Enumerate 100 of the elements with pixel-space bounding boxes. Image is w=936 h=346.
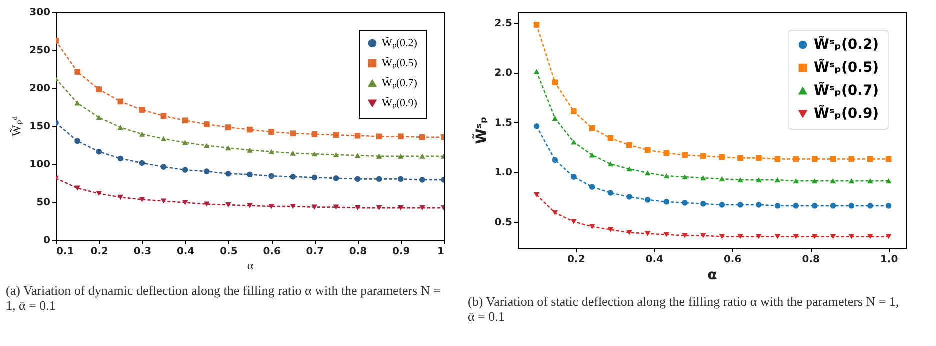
x-axis-title: α [247,258,254,272]
point [756,234,762,240]
point [268,129,274,135]
point [830,234,836,240]
point [74,186,80,191]
legend-label: W̃ₚ(0.5) [382,56,418,70]
x-tick-label: 0.9 [392,246,410,258]
point [867,178,874,184]
point [534,192,540,198]
point [312,174,318,181]
point [96,115,102,120]
y-tick-label: 200 [30,84,51,94]
y-tick-label: 1.5 [494,118,513,129]
point [420,206,426,211]
point [830,178,836,184]
point [534,123,540,130]
point [848,203,855,209]
y-tick-label: 100 [30,160,51,170]
point [700,176,706,181]
legend-label: W̃ₚ(0.9) [382,96,418,110]
point [589,152,596,158]
point [182,140,188,146]
point [867,234,874,240]
point [398,154,404,159]
point [682,233,688,238]
point [74,69,80,75]
point [812,178,818,184]
point [644,231,651,236]
point [226,146,232,151]
point [571,108,577,114]
point [247,148,253,153]
point [398,206,404,211]
point [226,170,232,177]
point [312,152,318,157]
point [160,198,167,204]
y-tick-label: 50 [36,198,51,208]
point [719,176,726,182]
point [182,167,188,173]
point [204,143,210,148]
point [608,190,614,196]
point [700,233,706,238]
point [793,234,800,240]
x-tick-label: 0.2 [90,246,109,258]
point [644,197,651,203]
point [204,168,210,175]
x-tick-label: 0.8 [802,254,820,266]
point [626,142,632,148]
point [886,178,892,184]
point [793,178,800,184]
point [290,174,296,180]
point [756,155,762,162]
y-tick-label: 150 [30,122,51,132]
point [354,206,361,211]
point [571,174,577,180]
text: (a) Variation of dynamic deflection along the filling ratio α with the parameters N = 1, ᾱ = 0.1 [6,283,441,313]
point [738,155,744,162]
y-tick-label: 300 [30,8,51,18]
point [398,176,404,182]
point [354,176,361,182]
point [226,202,232,208]
y-tick-label: 0 [44,236,51,246]
point [333,176,340,182]
point [552,210,558,216]
point [552,157,558,164]
point [118,124,124,130]
x-tick-label: 0.4 [646,254,664,266]
x-tick-label: 1 [438,246,445,258]
point [160,164,167,170]
x-tick-label: 0.6 [724,254,742,266]
point [160,113,167,120]
legend-label: W̃ˢₚ(0.9) [814,104,880,122]
point [626,230,632,236]
point [738,234,744,240]
point [333,132,340,138]
point [867,156,874,162]
x-tick-label: 1.0 [880,254,898,266]
x-tick-label: 0.4 [176,246,195,258]
point [182,200,188,206]
point [376,154,382,159]
legend-label: W̃ˢₚ(0.7) [814,81,880,99]
point [376,134,382,140]
point [608,227,614,232]
x-tick-label: 0.7 [306,246,324,258]
point [204,122,210,128]
point [756,202,762,208]
point [552,116,558,121]
point [290,130,296,137]
point [534,69,540,74]
point [247,126,253,133]
legend-label: W̃ˢₚ(0.5) [814,58,880,76]
point [812,156,818,162]
point [738,202,744,208]
point [589,125,596,132]
point [626,194,632,200]
point [96,148,102,155]
point [139,107,146,113]
y-axis-title: W̃ₚᵈ [9,116,24,137]
point [756,178,762,183]
point [74,138,80,144]
point [700,201,706,207]
